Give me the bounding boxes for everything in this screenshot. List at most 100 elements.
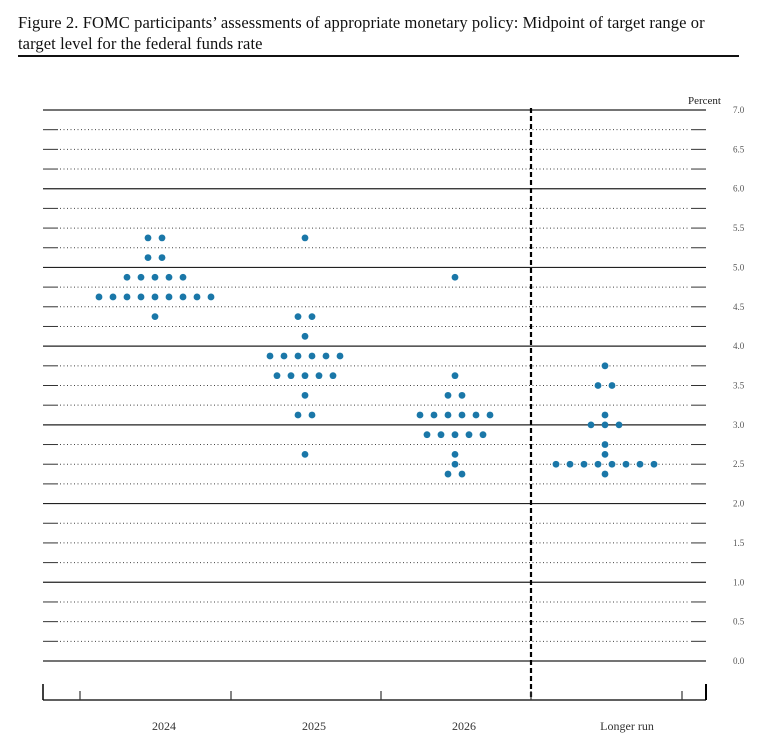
- x-category-label: 2024: [152, 719, 176, 733]
- participant-dot: [601, 450, 609, 458]
- x-category-label: Longer run: [600, 719, 654, 733]
- participant-dot: [207, 293, 215, 301]
- participant-dot: [608, 460, 616, 468]
- y-tick-label: 4.0: [733, 341, 745, 351]
- participant-dot: [144, 254, 152, 261]
- participant-dot: [123, 293, 131, 301]
- participant-dot: [444, 391, 452, 399]
- x-category-label: 2025: [302, 719, 326, 733]
- participant-dot: [336, 352, 344, 360]
- participant-dot: [137, 273, 145, 281]
- participant-dot: [294, 411, 302, 419]
- participant-dot: [95, 293, 103, 301]
- participant-dot: [280, 352, 288, 360]
- participant-dot: [151, 293, 159, 301]
- participant-dot: [601, 411, 609, 419]
- participant-dot: [416, 411, 424, 419]
- participant-dot: [622, 460, 630, 468]
- participant-dot: [301, 391, 309, 399]
- participant-dot: [465, 431, 473, 439]
- participant-dot: [636, 460, 644, 468]
- participant-dot: [608, 382, 616, 389]
- participant-dot: [144, 234, 152, 242]
- participant-dot: [165, 293, 173, 301]
- participant-dot: [179, 293, 187, 301]
- participant-dot: [580, 460, 588, 468]
- participant-dot: [601, 441, 609, 448]
- participant-dot: [601, 362, 609, 370]
- y-axis-tick-labels: 0.0 0.5 1.0 1.5 2.0 2.5 3.0 3.5 4.0 4.5 5.0 5.5 6.0 6…: [733, 105, 745, 666]
- figure-title: Figure 2. FOMC participants’ assessments…: [18, 13, 705, 53]
- title-rule: [18, 55, 739, 57]
- participant-dot: [472, 411, 480, 419]
- participant-dot: [179, 273, 187, 281]
- participant-dot: [451, 372, 459, 380]
- participant-dot: [301, 372, 309, 380]
- x-axis-category-labels: 2024 2025 2026 Longer run: [152, 719, 654, 733]
- participant-dot: [486, 411, 494, 419]
- participant-dot: [308, 313, 316, 321]
- gridlines: [43, 109, 706, 662]
- participant-dot: [322, 352, 330, 360]
- participant-dot: [437, 431, 445, 439]
- participant-dot: [151, 313, 159, 321]
- y-tick-label: 1.0: [733, 577, 745, 587]
- participant-dot: [329, 372, 337, 380]
- participant-dot: [594, 460, 602, 468]
- participant-dot: [566, 460, 574, 468]
- participant-dot: [158, 254, 166, 261]
- x-category-label: 2026: [452, 719, 476, 733]
- participant-dot: [479, 431, 487, 439]
- participant-dot: [301, 332, 309, 340]
- y-tick-label: 0.0: [733, 656, 745, 666]
- participant-dot: [451, 450, 459, 458]
- participant-dot: [615, 421, 623, 429]
- y-tick-label: 2.0: [733, 499, 745, 509]
- participant-dot: [109, 293, 117, 301]
- participant-dot: [165, 273, 173, 281]
- participant-dot: [444, 470, 452, 478]
- y-tick-label: 7.0: [733, 105, 745, 115]
- participant-dot: [601, 421, 609, 429]
- participant-dot: [458, 391, 466, 399]
- participant-dot: [287, 372, 295, 380]
- participant-dot: [430, 411, 438, 419]
- participant-dot: [123, 273, 131, 281]
- y-tick-label: 6.5: [733, 144, 745, 154]
- y-tick-label: 4.5: [733, 302, 745, 312]
- participant-dot: [301, 234, 309, 242]
- participant-dot: [423, 431, 431, 439]
- participant-dot: [151, 273, 159, 281]
- participant-dot: [601, 470, 609, 478]
- y-tick-label: 5.5: [733, 223, 745, 233]
- y-tick-label: 0.5: [733, 617, 745, 627]
- participant-dot: [552, 460, 560, 468]
- participant-dot: [308, 411, 316, 419]
- participant-dot: [315, 372, 323, 380]
- y-tick-label: 1.5: [733, 538, 745, 548]
- participant-dot: [158, 234, 166, 242]
- participant-dot: [308, 352, 316, 360]
- y-tick-label: 5.0: [733, 262, 745, 272]
- x-axis: [42, 684, 707, 701]
- participant-dot: [193, 293, 201, 301]
- participant-dot: [266, 352, 274, 360]
- y-axis-unit-label: Percent: [688, 95, 721, 107]
- participant-dot: [594, 382, 602, 389]
- participant-dot: [301, 450, 309, 458]
- participant-dots: [95, 234, 658, 478]
- participant-dot: [458, 411, 466, 419]
- participant-dot: [273, 372, 281, 380]
- participant-dot: [137, 293, 145, 301]
- participant-dot: [294, 313, 302, 321]
- y-tick-label: 3.0: [733, 420, 745, 430]
- y-tick-label: 2.5: [733, 459, 745, 469]
- participant-dot: [650, 460, 658, 468]
- y-tick-label: 3.5: [733, 381, 745, 391]
- participant-dot: [444, 411, 452, 419]
- participant-dot: [294, 352, 302, 360]
- y-tick-label: 6.0: [733, 184, 745, 194]
- participant-dot: [451, 273, 459, 281]
- participant-dot: [451, 431, 459, 439]
